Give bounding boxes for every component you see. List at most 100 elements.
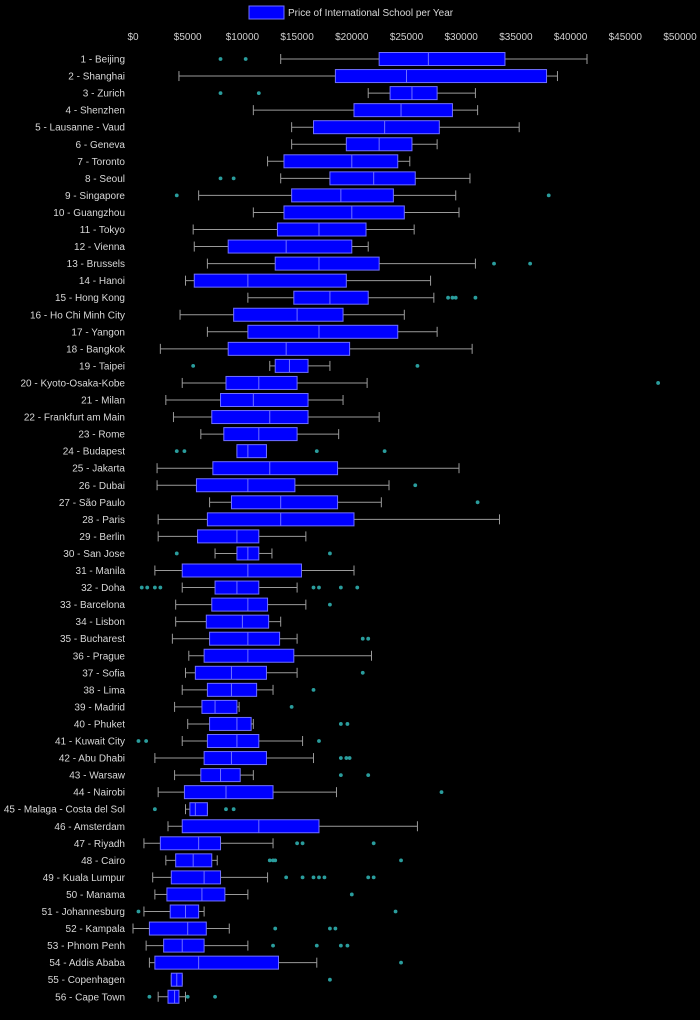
- outlier-point: [338, 756, 343, 760]
- outlier-point: [174, 193, 179, 198]
- iqr-box: [203, 648, 295, 663]
- outlier-point: [349, 892, 354, 897]
- box-group: [218, 52, 588, 66]
- outlier-point: [224, 807, 228, 812]
- category-label: 27 - São Paulo: [59, 498, 126, 509]
- outlier-point: [338, 585, 343, 590]
- outlier-point: [345, 722, 350, 726]
- box-group: [188, 648, 372, 663]
- outlier-point: [371, 875, 376, 880]
- outlier-point: [182, 449, 187, 454]
- outlier-point: [413, 483, 418, 488]
- iqr-box: [230, 495, 339, 510]
- category-label: 8 - Seoul: [85, 174, 125, 185]
- outlier-point: [317, 875, 321, 880]
- outlier-point: [360, 636, 365, 641]
- category-label: 31 - Manila: [76, 566, 126, 577]
- box-group: [175, 597, 332, 612]
- box-group: [267, 154, 411, 169]
- box-group: [174, 699, 294, 714]
- x-tick-label: $50000: [663, 32, 697, 43]
- iqr-box: [353, 103, 453, 118]
- box-group: [174, 768, 371, 783]
- iqr-box: [195, 478, 296, 493]
- outlier-point: [317, 739, 321, 743]
- category-label: 36 - Prague: [73, 651, 126, 662]
- box-group: [156, 461, 460, 476]
- box-group: [172, 410, 380, 425]
- outlier-point: [139, 585, 144, 590]
- iqr-box: [181, 819, 320, 834]
- category-label: 49 - Kuala Lumpur: [43, 873, 126, 884]
- outlier-point: [300, 841, 305, 846]
- box-group: [179, 307, 405, 322]
- outlier-point: [256, 91, 261, 95]
- iqr-box: [209, 716, 252, 731]
- box-group: [192, 222, 415, 237]
- outlier-point: [328, 926, 332, 931]
- x-tick-label: $20000: [335, 32, 369, 43]
- outlier-point: [284, 875, 289, 880]
- box-group: [139, 580, 360, 595]
- category-label: 37 - Sofia: [82, 668, 125, 679]
- outlier-point: [271, 943, 275, 948]
- outlier-point: [528, 261, 533, 266]
- box-group: [157, 529, 307, 544]
- x-tick-label: $45000: [609, 32, 643, 43]
- iqr-box: [227, 239, 353, 254]
- outlier-point: [243, 57, 248, 61]
- legend-swatch: [248, 5, 285, 20]
- outlier-point: [399, 858, 403, 863]
- category-label: 26 - Dubai: [79, 481, 125, 492]
- outlier-point: [311, 875, 316, 880]
- iqr-box: [170, 870, 222, 885]
- outlier-point: [473, 295, 478, 300]
- iqr-box: [283, 154, 399, 169]
- iqr-box: [233, 307, 344, 322]
- box-group: [252, 205, 460, 220]
- box-group: [247, 290, 478, 305]
- iqr-box: [175, 853, 213, 868]
- outlier-point: [152, 807, 157, 812]
- iqr-box: [313, 120, 440, 135]
- category-label: 6 - Geneva: [76, 140, 126, 151]
- box-group: [185, 665, 365, 680]
- box-group: [157, 512, 500, 527]
- category-label: 24 - Budapest: [63, 447, 125, 458]
- legend[interactable]: Price of International School per Year: [248, 5, 454, 20]
- box-group: [165, 393, 344, 407]
- iqr-box: [205, 614, 270, 629]
- x-tick-label: $15000: [280, 32, 314, 43]
- outlier-point: [314, 449, 319, 454]
- iqr-box: [148, 921, 207, 936]
- x-tick-label: $0: [127, 32, 139, 43]
- outlier-point: [185, 994, 190, 999]
- box-group: [206, 256, 533, 271]
- outlier-point: [152, 585, 157, 590]
- box-group: [157, 785, 444, 800]
- category-label: 21 - Milan: [81, 396, 125, 407]
- box-group: [209, 495, 480, 510]
- iqr-box: [206, 734, 260, 748]
- outlier-point: [347, 756, 352, 760]
- category-label: 28 - Paris: [82, 515, 125, 526]
- outlier-point: [218, 176, 223, 181]
- iqr-box: [154, 955, 280, 970]
- box-group: [252, 103, 479, 118]
- category-label: 17 - Yangon: [71, 327, 125, 338]
- box-group: [152, 870, 376, 885]
- outlier-point: [273, 858, 278, 863]
- outlier-point: [366, 636, 371, 641]
- box-group: [167, 819, 418, 834]
- outlier-point: [311, 585, 316, 590]
- category-label: 22 - Frankfurt am Main: [24, 413, 125, 424]
- box-group: [136, 734, 321, 748]
- outlier-point: [158, 585, 163, 590]
- outlier-point: [231, 176, 236, 181]
- x-tick-label: $40000: [554, 32, 588, 43]
- outlier-point: [450, 295, 455, 300]
- box-group: [187, 716, 350, 731]
- category-label: 13 - Brussels: [67, 259, 125, 270]
- category-label: 55 - Copenhagen: [48, 975, 125, 986]
